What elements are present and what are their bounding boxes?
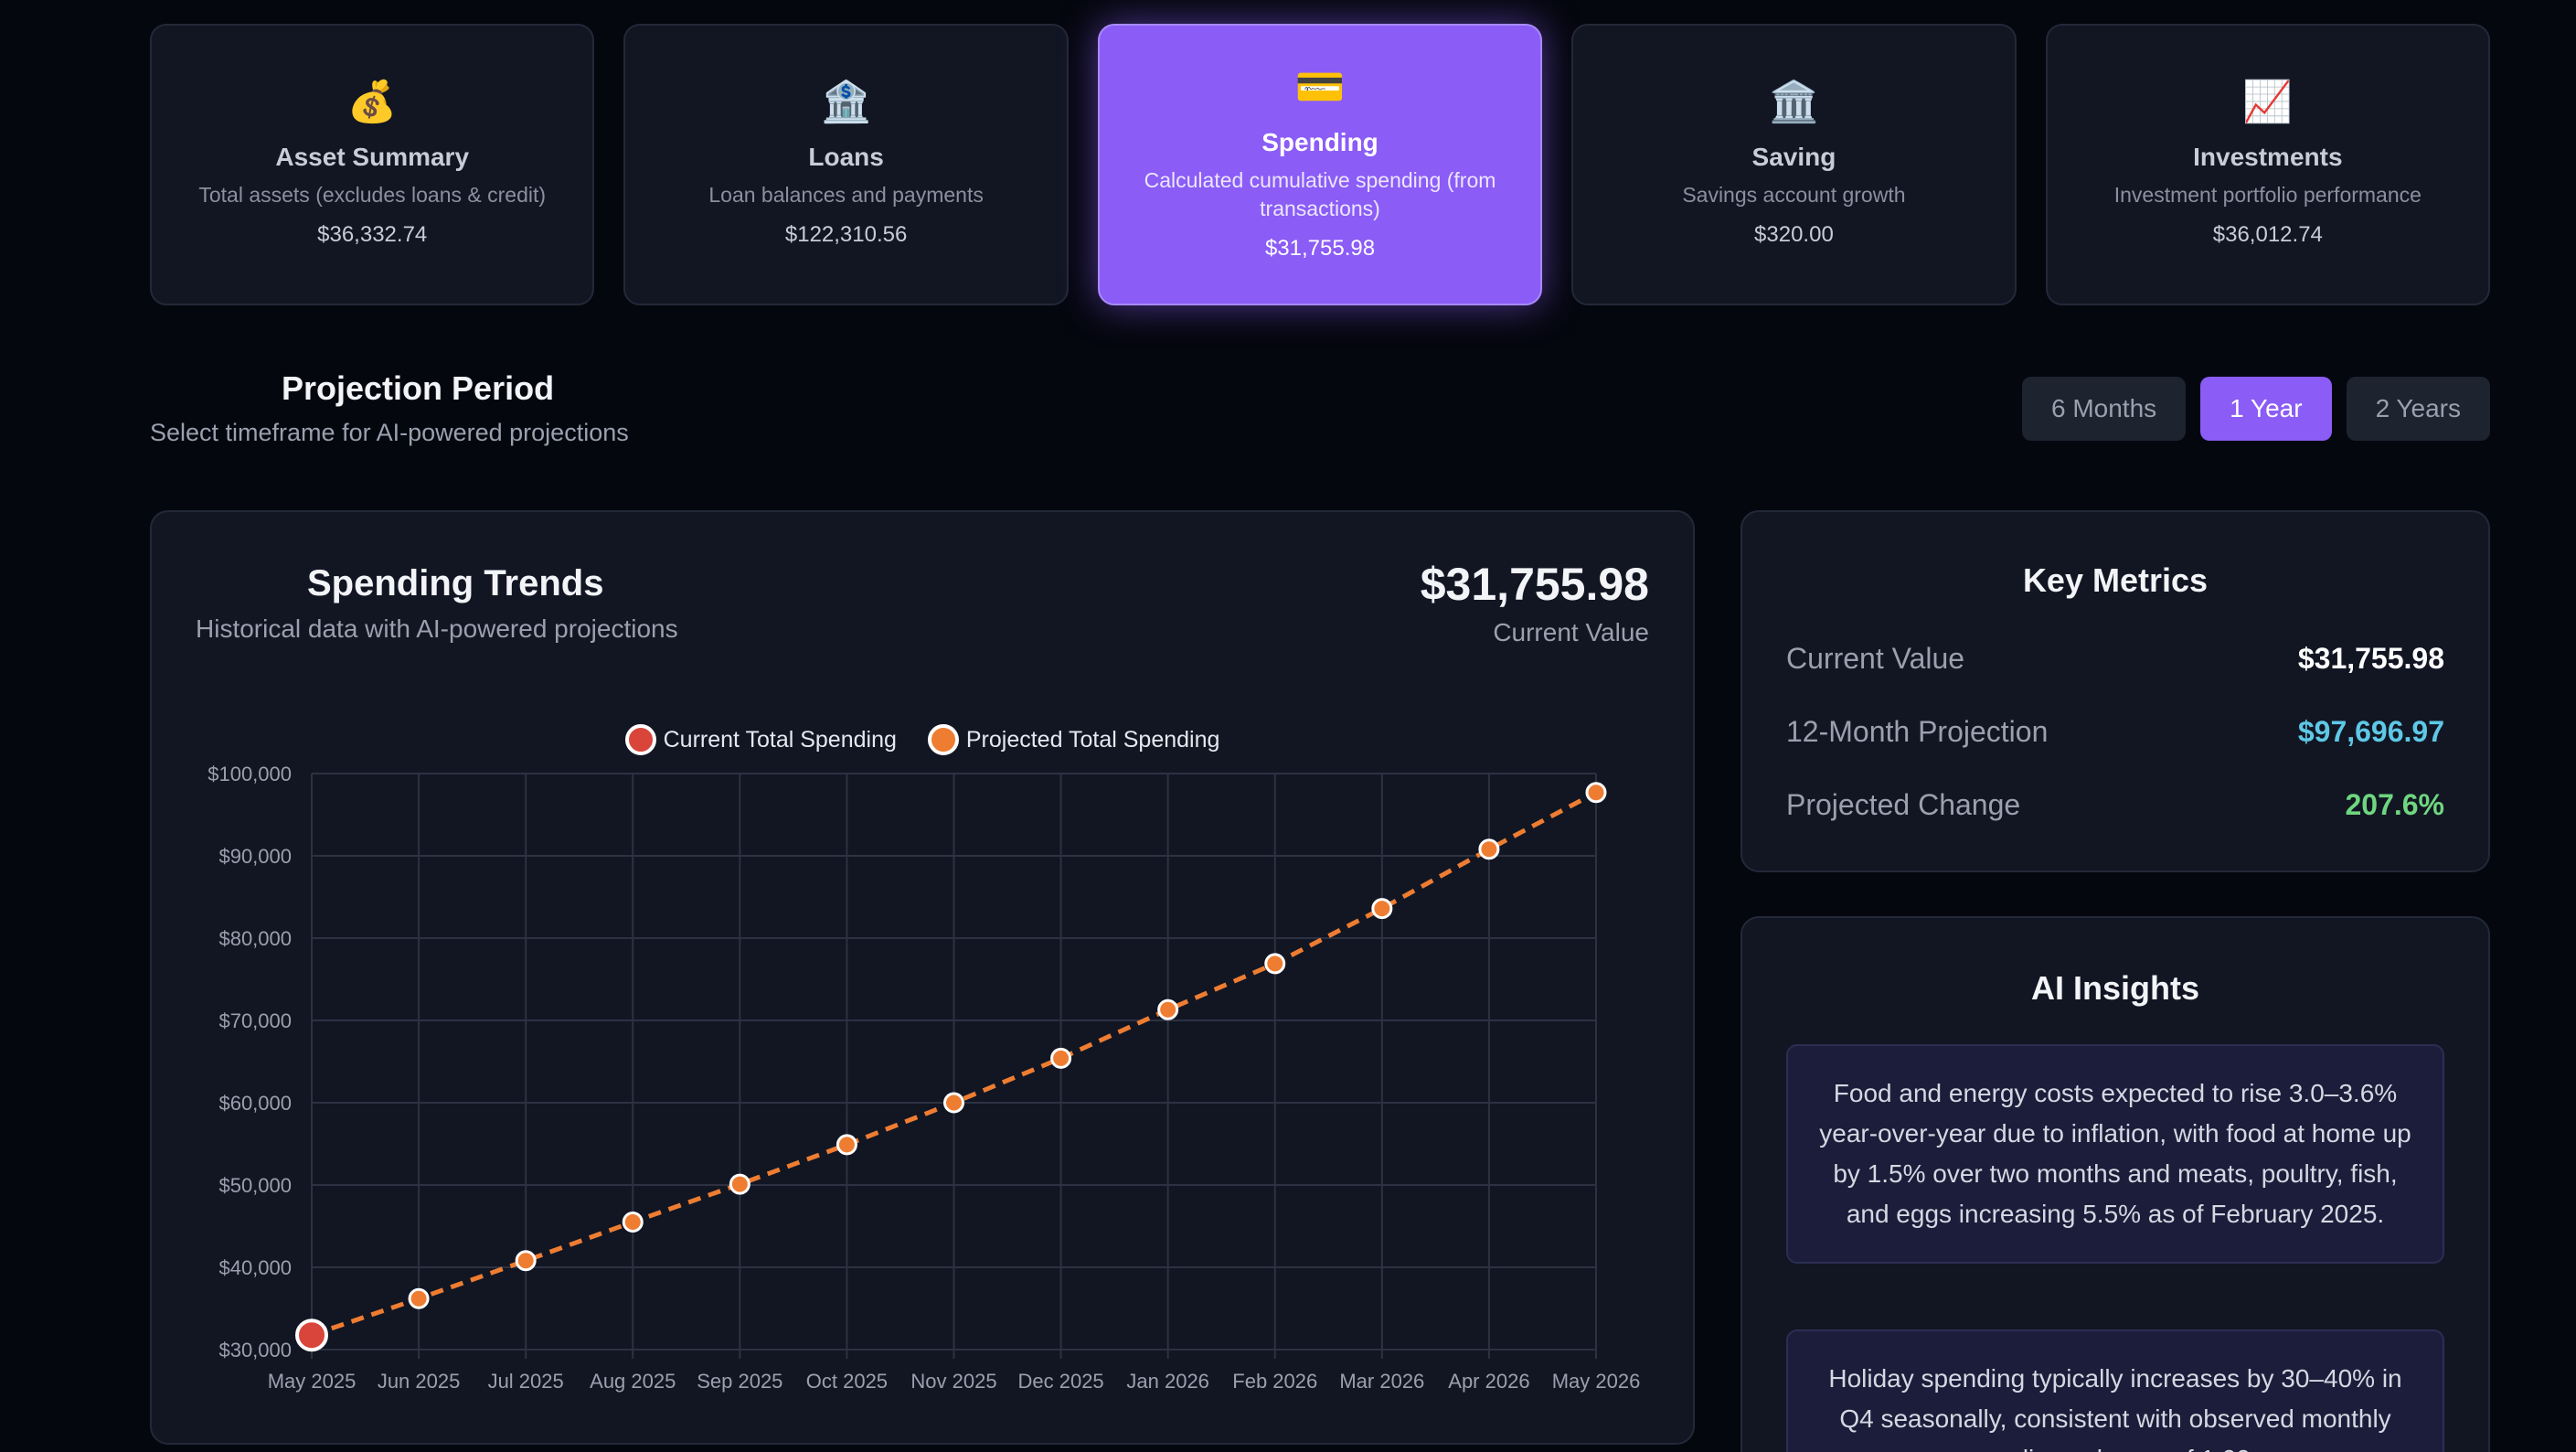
projection-period-title: Projection Period bbox=[282, 369, 555, 407]
y-tick-label: $70,000 bbox=[218, 1009, 292, 1032]
metric-row-projection: 12-Month Projection $97,696.97 bbox=[1786, 715, 2444, 749]
key-metrics-title: Key Metrics bbox=[2022, 561, 2209, 599]
credit-card-icon: 💳 bbox=[1294, 65, 1346, 110]
ai-insights-title: AI Insights bbox=[2030, 969, 2199, 1007]
projected-spending-point bbox=[943, 1092, 964, 1114]
projected-spending-point bbox=[729, 1173, 750, 1195]
money-bag-icon: 💰 bbox=[346, 79, 398, 124]
x-tick-label: May 2026 bbox=[1552, 1370, 1641, 1393]
metric-row-projected-change: Projected Change 207.6% bbox=[1786, 788, 2444, 822]
projected-spending-point bbox=[1050, 1047, 1072, 1069]
x-tick-label: Sep 2025 bbox=[697, 1370, 782, 1393]
card-title: Saving bbox=[1751, 142, 1836, 171]
metric-row-current-value: Current Value $31,755.98 bbox=[1786, 642, 2444, 676]
key-metrics-panel: Key Metrics Current Value $31,755.98 12-… bbox=[1740, 510, 2490, 872]
x-tick-label: May 2025 bbox=[268, 1370, 357, 1393]
metric-label: 12-Month Projection bbox=[1786, 715, 2049, 748]
projected-spending-point bbox=[515, 1250, 537, 1272]
card-investments[interactable]: 📈 Investments Investment portfolio perfo… bbox=[2045, 24, 2491, 305]
card-asset-summary[interactable]: 💰 Asset Summary Total assets (excludes l… bbox=[150, 24, 595, 305]
chart-title: Spending Trends bbox=[307, 563, 604, 603]
card-description: Savings account growth bbox=[1682, 182, 1906, 207]
x-tick-label: Oct 2025 bbox=[806, 1370, 888, 1393]
card-value: $36,332.74 bbox=[317, 221, 428, 247]
legend-item-current[interactable]: Current Total Spending bbox=[624, 724, 897, 755]
y-tick-label: $80,000 bbox=[218, 927, 292, 950]
metric-value: 207.6% bbox=[2345, 788, 2444, 821]
bank-icon: 🏦 bbox=[821, 79, 871, 124]
card-loans[interactable]: 🏦 Loans Loan balances and payments $122,… bbox=[623, 24, 1069, 305]
insight-card: Food and energy costs expected to rise 3… bbox=[1786, 1044, 2444, 1264]
y-tick-label: $50,000 bbox=[218, 1174, 292, 1197]
period-1-year-button[interactable]: 1 Year bbox=[2200, 377, 2332, 441]
card-title: Spending bbox=[1261, 128, 1378, 156]
legend-swatch-current bbox=[624, 724, 656, 755]
insight-card: Holiday spending typically increases by … bbox=[1786, 1329, 2444, 1452]
chart-increasing-icon: 📈 bbox=[2242, 79, 2294, 124]
projected-spending-point bbox=[1157, 998, 1179, 1020]
card-description: Investment portfolio performance bbox=[2113, 182, 2422, 207]
y-tick-label: $40,000 bbox=[218, 1256, 292, 1279]
card-description: Total assets (excludes loans & credit) bbox=[198, 182, 547, 207]
x-tick-label: Aug 2025 bbox=[590, 1370, 676, 1393]
chart-legend: Current Total Spending Projected Total S… bbox=[152, 724, 1693, 755]
classical-building-icon: 🏛️ bbox=[1769, 79, 1819, 124]
metric-value: $31,755.98 bbox=[2297, 642, 2444, 675]
card-value: $31,755.98 bbox=[1264, 236, 1376, 261]
y-tick-label: $100,000 bbox=[208, 763, 292, 785]
projected-spending-point bbox=[622, 1212, 644, 1233]
card-spending[interactable]: 💳 Spending Calculated cumulative spendin… bbox=[1097, 24, 1543, 305]
card-title: Loans bbox=[808, 142, 884, 171]
x-tick-label: Feb 2026 bbox=[1232, 1370, 1317, 1393]
period-selector: 6 Months 1 Year 2 Years bbox=[2021, 377, 2490, 441]
legend-label: Projected Total Spending bbox=[965, 726, 1220, 753]
x-tick-label: Nov 2025 bbox=[910, 1370, 996, 1393]
legend-swatch-projected bbox=[927, 724, 959, 755]
card-value: $122,310.56 bbox=[784, 221, 908, 247]
legend-item-projected[interactable]: Projected Total Spending bbox=[927, 724, 1220, 755]
current-spending-point bbox=[295, 1319, 328, 1352]
card-value: $320.00 bbox=[1754, 221, 1834, 247]
period-6-months-button[interactable]: 6 Months bbox=[2021, 377, 2187, 441]
card-title: Investments bbox=[2193, 142, 2343, 171]
x-tick-label: Jan 2026 bbox=[1126, 1370, 1209, 1393]
spending-line-chart: $100,000 $90,000 $80,000 $70,000 $60,000 $50,… bbox=[208, 763, 1641, 1393]
period-2-years-button[interactable]: 2 Years bbox=[2346, 377, 2490, 441]
current-value-label: Current Value bbox=[1493, 618, 1649, 646]
legend-label: Current Total Spending bbox=[663, 726, 897, 753]
x-tick-label: Dec 2025 bbox=[1017, 1370, 1103, 1393]
card-saving[interactable]: 🏛️ Saving Savings account growth $320.00 bbox=[1571, 24, 2017, 305]
category-cards: 💰 Asset Summary Total assets (excludes l… bbox=[150, 24, 2491, 305]
projected-spending-point bbox=[1371, 898, 1393, 920]
x-tick-label: Jul 2025 bbox=[488, 1370, 564, 1393]
card-value: $36,012.74 bbox=[2212, 221, 2323, 247]
projected-spending-point bbox=[1585, 782, 1607, 804]
projection-period-subtitle: Select timeframe for AI-powered projecti… bbox=[150, 419, 629, 446]
projected-spending-point bbox=[408, 1287, 430, 1309]
current-value-amount: $31,755.98 bbox=[1420, 559, 1649, 610]
card-title: Asset Summary bbox=[275, 142, 470, 171]
y-tick-label: $90,000 bbox=[218, 845, 292, 868]
metric-label: Current Value bbox=[1786, 642, 1965, 675]
projected-spending-point bbox=[1264, 953, 1286, 975]
x-tick-label: Mar 2026 bbox=[1339, 1370, 1424, 1393]
ai-insights-panel: AI Insights Food and energy costs expect… bbox=[1740, 916, 2490, 1452]
x-tick-label: Jun 2025 bbox=[378, 1370, 461, 1393]
card-description: Calculated cumulative spending (from tra… bbox=[1144, 168, 1496, 220]
metric-value: $97,696.97 bbox=[2297, 715, 2444, 748]
y-tick-label: $30,000 bbox=[218, 1339, 292, 1361]
spending-trends-panel: Spending Trends Historical data with AI-… bbox=[150, 510, 1695, 1445]
y-tick-label: $60,000 bbox=[218, 1092, 292, 1115]
card-description: Loan balances and payments bbox=[708, 182, 984, 207]
projected-spending-point bbox=[1478, 838, 1500, 860]
metric-label: Projected Change bbox=[1786, 788, 2021, 821]
chart-subtitle: Historical data with AI-powered projecti… bbox=[196, 614, 678, 643]
projected-spending-point bbox=[836, 1134, 857, 1156]
x-tick-label: Apr 2026 bbox=[1448, 1370, 1529, 1393]
